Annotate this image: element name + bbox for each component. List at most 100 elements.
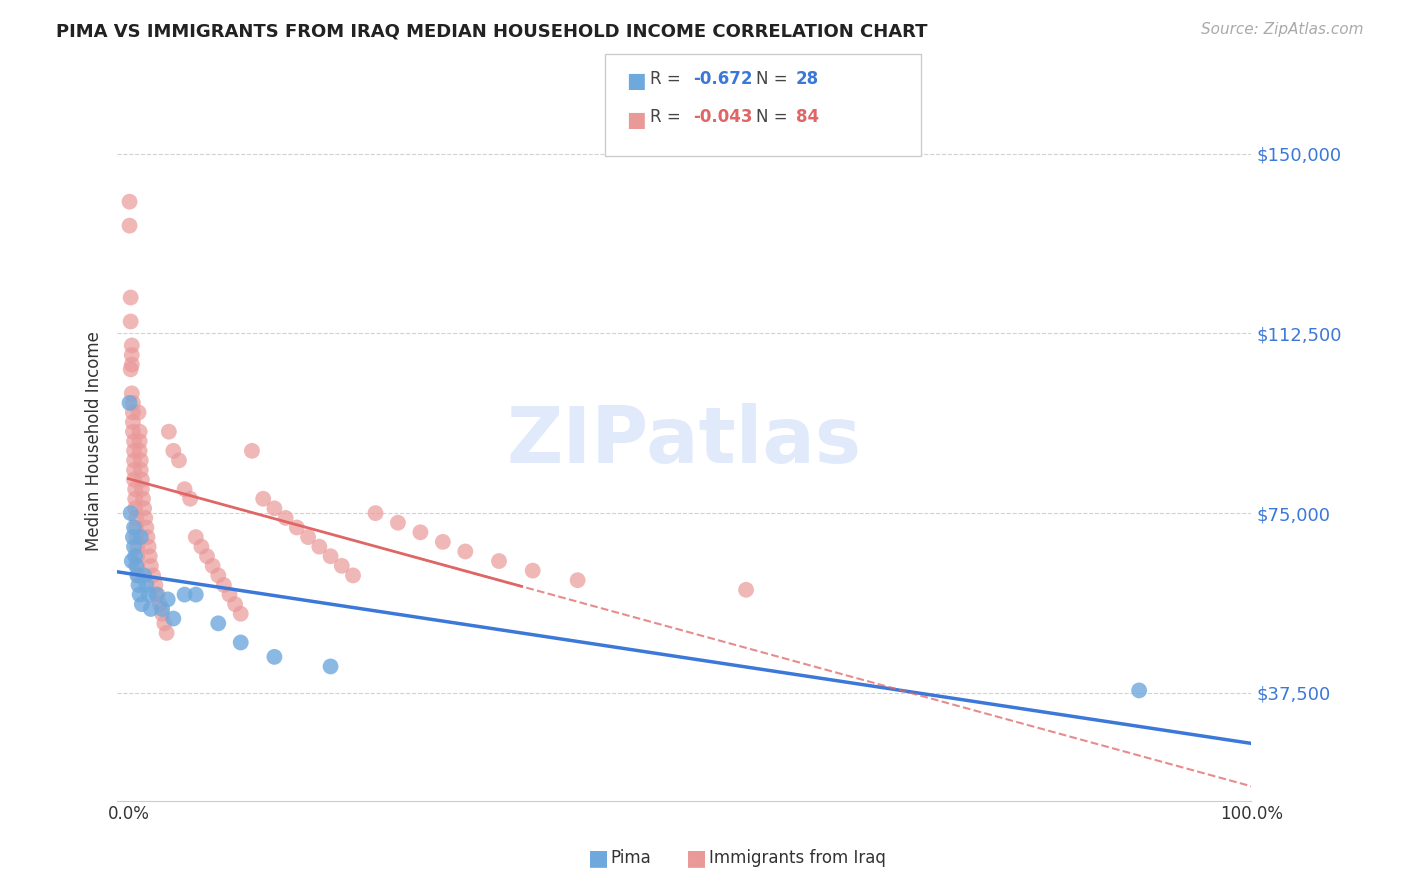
Point bbox=[139, 558, 162, 573]
Point bbox=[128, 443, 150, 458]
Text: N =: N = bbox=[756, 70, 793, 87]
Point bbox=[330, 558, 353, 573]
Point bbox=[207, 568, 229, 582]
Point bbox=[173, 482, 195, 496]
Point bbox=[150, 607, 173, 621]
Point bbox=[1128, 683, 1150, 698]
Point bbox=[131, 473, 153, 487]
Point bbox=[319, 549, 342, 564]
Point bbox=[125, 558, 148, 573]
Point bbox=[134, 568, 156, 582]
Text: N =: N = bbox=[756, 108, 793, 126]
Point bbox=[263, 649, 285, 664]
Point bbox=[129, 530, 152, 544]
Point bbox=[195, 549, 218, 564]
Point bbox=[285, 520, 308, 534]
Point bbox=[308, 540, 330, 554]
Point bbox=[121, 338, 143, 352]
Point bbox=[207, 616, 229, 631]
Point bbox=[409, 525, 432, 540]
Point bbox=[139, 549, 162, 564]
Point bbox=[124, 501, 146, 516]
Point bbox=[125, 511, 148, 525]
Text: 28: 28 bbox=[796, 70, 818, 87]
Point bbox=[212, 578, 235, 592]
Point bbox=[297, 530, 319, 544]
Point bbox=[229, 635, 252, 649]
Point bbox=[224, 597, 246, 611]
Point bbox=[201, 558, 224, 573]
Point bbox=[735, 582, 758, 597]
Point bbox=[155, 626, 177, 640]
Point bbox=[122, 405, 145, 419]
Point bbox=[122, 415, 145, 429]
Point bbox=[122, 443, 145, 458]
Text: R =: R = bbox=[650, 108, 686, 126]
Text: -0.043: -0.043 bbox=[693, 108, 752, 126]
Text: ■: ■ bbox=[588, 848, 609, 868]
Point bbox=[138, 588, 160, 602]
Point bbox=[122, 453, 145, 467]
Point bbox=[240, 443, 263, 458]
Point bbox=[153, 616, 176, 631]
Point bbox=[120, 506, 142, 520]
Point bbox=[364, 506, 387, 520]
Point bbox=[128, 405, 150, 419]
Point bbox=[149, 597, 172, 611]
Point bbox=[139, 602, 162, 616]
Point bbox=[128, 578, 150, 592]
Point bbox=[121, 386, 143, 401]
Point bbox=[124, 549, 146, 564]
Text: ■: ■ bbox=[686, 848, 707, 868]
Point bbox=[128, 588, 150, 602]
Point bbox=[184, 530, 207, 544]
Point bbox=[162, 443, 184, 458]
Point bbox=[156, 592, 179, 607]
Point bbox=[129, 453, 152, 467]
Point bbox=[128, 434, 150, 449]
Point bbox=[128, 425, 150, 439]
Text: R =: R = bbox=[650, 70, 686, 87]
Point bbox=[122, 530, 145, 544]
Point bbox=[134, 501, 156, 516]
Text: Immigrants from Iraq: Immigrants from Iraq bbox=[709, 849, 886, 867]
Point bbox=[122, 434, 145, 449]
Text: Pima: Pima bbox=[610, 849, 651, 867]
Point bbox=[125, 520, 148, 534]
Point bbox=[127, 558, 149, 573]
Point bbox=[432, 534, 454, 549]
Text: ZIPatlas: ZIPatlas bbox=[506, 403, 862, 479]
Point bbox=[146, 588, 169, 602]
Point bbox=[120, 291, 142, 305]
Point bbox=[125, 530, 148, 544]
Point bbox=[387, 516, 409, 530]
Point bbox=[128, 568, 150, 582]
Point bbox=[142, 568, 165, 582]
Point bbox=[121, 348, 143, 362]
Point bbox=[135, 578, 157, 592]
Point bbox=[145, 578, 167, 592]
Text: PIMA VS IMMIGRANTS FROM IRAQ MEDIAN HOUSEHOLD INCOME CORRELATION CHART: PIMA VS IMMIGRANTS FROM IRAQ MEDIAN HOUS… bbox=[56, 22, 928, 40]
Text: ■: ■ bbox=[626, 110, 645, 129]
Point bbox=[127, 549, 149, 564]
Point bbox=[122, 396, 145, 410]
Point bbox=[319, 659, 342, 673]
Point bbox=[122, 463, 145, 477]
Text: Source: ZipAtlas.com: Source: ZipAtlas.com bbox=[1201, 22, 1364, 37]
Point bbox=[120, 362, 142, 376]
Point bbox=[124, 491, 146, 506]
Point bbox=[454, 544, 477, 558]
Point bbox=[218, 588, 240, 602]
Point bbox=[138, 540, 160, 554]
Point bbox=[162, 611, 184, 625]
Point bbox=[252, 491, 274, 506]
Point bbox=[122, 473, 145, 487]
Point bbox=[145, 588, 167, 602]
Text: ■: ■ bbox=[626, 71, 645, 91]
Point bbox=[121, 554, 143, 568]
Point bbox=[131, 482, 153, 496]
Text: -0.672: -0.672 bbox=[693, 70, 752, 87]
Point bbox=[118, 219, 141, 233]
Point bbox=[173, 588, 195, 602]
Text: 84: 84 bbox=[796, 108, 818, 126]
